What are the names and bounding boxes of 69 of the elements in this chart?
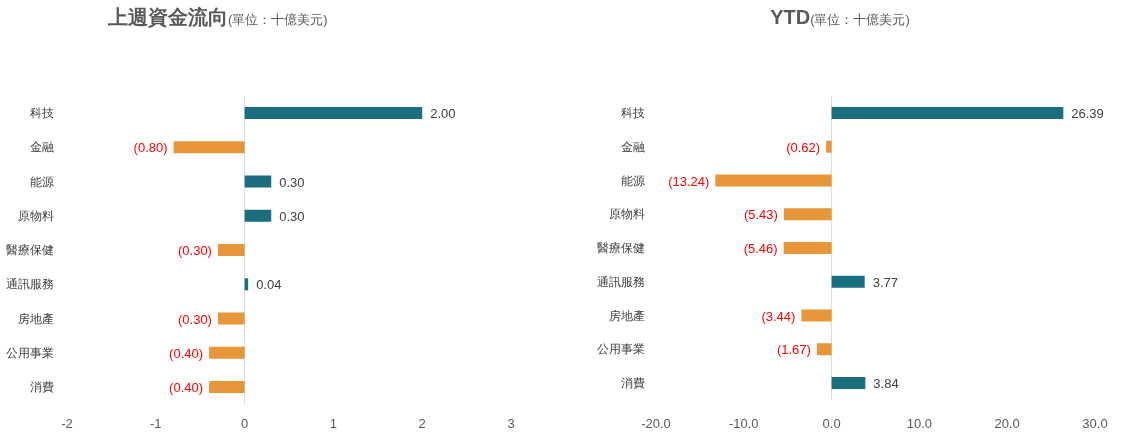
chart-title: YTD	[770, 6, 811, 28]
bar	[217, 244, 245, 256]
bar	[209, 346, 245, 359]
bar	[831, 107, 1064, 119]
data-label: 3.77	[872, 274, 899, 290]
y-tick-label: 醫療保健	[597, 241, 645, 255]
x-tick-label: -20.0	[641, 416, 671, 431]
x-tick-label: 20.0	[994, 416, 1020, 431]
data-label: (0.62)	[786, 139, 821, 155]
y-tick-label: 原物料	[609, 207, 645, 222]
x-tick-label: 2	[418, 416, 426, 431]
bar	[816, 343, 832, 356]
y-tick-label: 通訊服務	[597, 274, 645, 289]
data-label: (0.30)	[177, 243, 212, 258]
y-tick-label: 房地產	[609, 308, 645, 323]
x-tick-label: 30.0	[1082, 416, 1108, 431]
data-label: (0.30)	[177, 311, 212, 327]
y-tick-label: 能源	[621, 173, 645, 188]
bar	[244, 107, 423, 119]
bar	[244, 209, 272, 222]
bar	[801, 309, 832, 322]
x-tick-label: -1	[150, 416, 162, 431]
chart-subtitle: (單位：十億美元)	[228, 12, 328, 27]
data-label: (0.40)	[169, 345, 204, 361]
x-tick-label: 10.0	[906, 416, 933, 431]
data-label: (0.80)	[133, 140, 168, 156]
y-tick-label: 消費	[30, 380, 54, 394]
data-label: (5.46)	[743, 241, 778, 256]
y-tick-label: 金融	[621, 139, 645, 154]
y-tick-label: 科技	[30, 106, 54, 120]
bar	[826, 140, 832, 153]
bar	[783, 208, 832, 221]
data-label: 2.00	[430, 106, 456, 121]
data-label: 0.30	[279, 174, 305, 190]
y-tick-label: 能源	[30, 174, 54, 189]
bar	[217, 312, 245, 325]
x-tick-label: 0.0	[822, 416, 841, 431]
x-tick-label: 1	[329, 416, 338, 431]
y-tick-label: 科技	[621, 106, 645, 120]
y-tick-label: 原物料	[18, 208, 54, 223]
bar	[783, 242, 832, 254]
data-label: 0.04	[256, 277, 282, 293]
data-label: 26.39	[1071, 106, 1104, 121]
y-tick-label: 公用事業	[597, 342, 645, 357]
y-tick-label: 通訊服務	[6, 277, 54, 292]
data-label: (0.40)	[169, 380, 204, 395]
data-label: (13.24)	[668, 173, 710, 189]
x-tick-label: 3	[507, 416, 515, 431]
bar	[209, 381, 245, 393]
data-label: (1.67)	[776, 342, 811, 358]
y-tick-label: 金融	[30, 140, 54, 155]
y-tick-label: 醫療保健	[6, 243, 54, 257]
data-label: 3.84	[873, 376, 899, 391]
bar	[831, 275, 865, 288]
data-label: 0.30	[279, 208, 305, 224]
data-label: (5.43)	[743, 207, 778, 223]
bar	[715, 174, 832, 187]
x-tick-label: -10.0	[728, 416, 759, 431]
bar	[831, 377, 866, 389]
data-label: (3.44)	[761, 308, 796, 324]
chart-title: 上週資金流向	[107, 6, 228, 28]
x-tick-label: 0	[240, 416, 249, 431]
x-tick-label: -2	[61, 416, 73, 431]
bar	[244, 175, 272, 188]
y-tick-label: 消費	[621, 376, 645, 390]
chart-subtitle: (單位：十億美元)	[810, 12, 910, 27]
y-tick-label: 房地產	[18, 311, 54, 326]
y-tick-label: 公用事業	[6, 345, 54, 360]
bar	[173, 141, 245, 154]
